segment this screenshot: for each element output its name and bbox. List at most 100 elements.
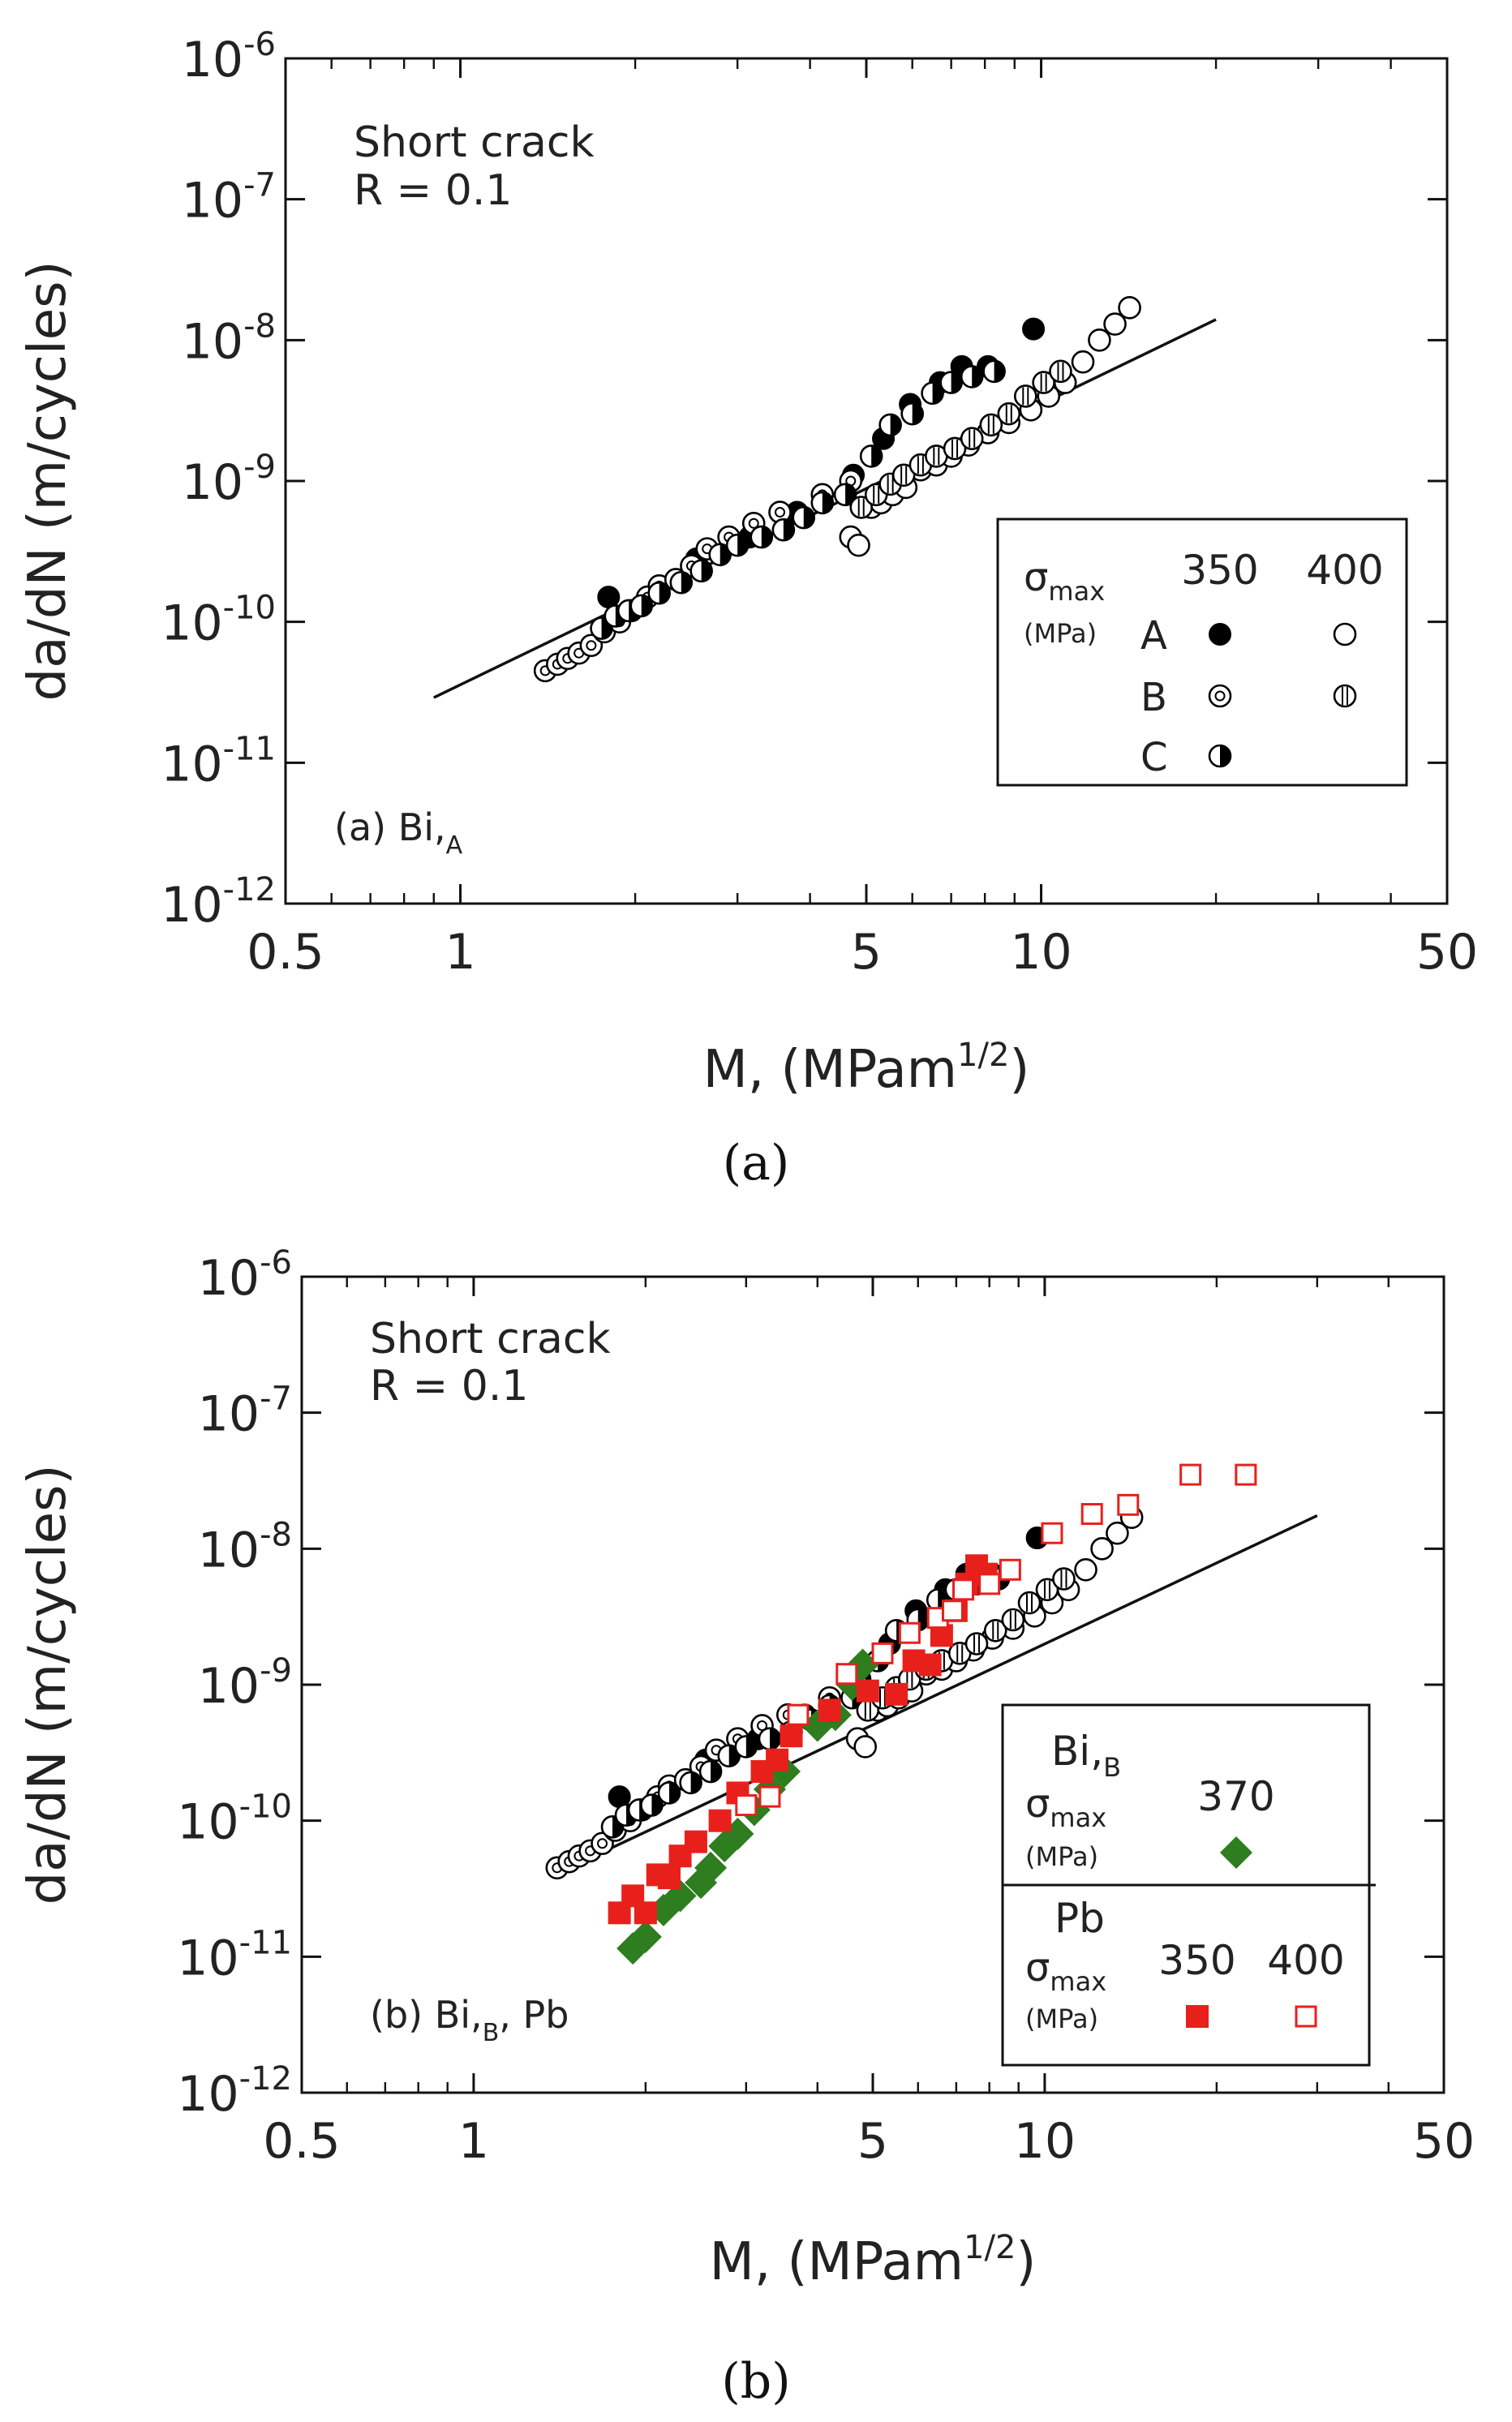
- legend-group1-sigma: σmax: [1025, 1781, 1106, 1833]
- data-point: [597, 586, 621, 609]
- legend-unit-a: (MPa): [1024, 618, 1097, 649]
- x-tick-label: 1: [445, 924, 475, 981]
- data-point: [1179, 1463, 1202, 1486]
- x-tick-label: 50: [1413, 2113, 1475, 2170]
- data-point: [997, 402, 1021, 426]
- data-point: [859, 444, 883, 468]
- y-tick-label: 10-9: [198, 1652, 292, 1715]
- data-point: [684, 1830, 707, 1853]
- chart-panel-a: 0.5 1 5 10 50 10-12 10-11 10-10 10-9 10-8 10-7 10-6…: [18, 26, 1478, 1100]
- data-point: [999, 1558, 1021, 1581]
- data-point: [960, 427, 984, 451]
- data-point: [943, 436, 967, 461]
- legend-group1-header: 370: [1197, 1773, 1274, 1820]
- data-point: [951, 1578, 974, 1601]
- data-point: [1090, 1537, 1114, 1561]
- data-point: [921, 381, 944, 406]
- legend-row-c-label: C: [1140, 735, 1168, 780]
- panel-caption-b: (b): [721, 2353, 790, 2410]
- data-point: [941, 1600, 964, 1622]
- y-tick-label: 10-10: [161, 590, 276, 652]
- data-point: [960, 365, 984, 389]
- y-axis-label-b: da/dN (m/cycles): [18, 1465, 78, 1905]
- legend-group1-unit: (MPa): [1025, 1841, 1098, 1872]
- data-point: [1035, 1578, 1059, 1602]
- legend-marker-pb350: [1186, 2005, 1209, 2028]
- data-point: [750, 525, 774, 549]
- data-point: [629, 1920, 662, 1953]
- data-point: [734, 1735, 758, 1759]
- data-point: [647, 581, 672, 605]
- data-point: [1103, 312, 1127, 336]
- x-tick-label: 0.5: [263, 2113, 340, 2170]
- data-point: [694, 1851, 728, 1884]
- data-point: [771, 517, 796, 542]
- data-point: [629, 594, 654, 618]
- panel-label-a: (a) Bi,A: [334, 805, 463, 860]
- data-point: [657, 1866, 681, 1890]
- data-point: [766, 1748, 789, 1771]
- data-point: [1118, 296, 1141, 320]
- x-tick-label: 50: [1416, 924, 1478, 981]
- data-point: [878, 413, 902, 437]
- y-tick-label: 10-12: [177, 2060, 292, 2123]
- data-point: [1117, 1493, 1140, 1516]
- legend-box-a: [996, 517, 1408, 787]
- data-point: [708, 543, 732, 567]
- data-point: [657, 1781, 681, 1805]
- data-point: [885, 1682, 908, 1706]
- data-point: [735, 1794, 758, 1817]
- legend-group2-header-350: 350: [1158, 1937, 1235, 1984]
- x-tick-label: 1: [458, 2113, 489, 2170]
- data-point: [1022, 317, 1046, 341]
- legend-group2-sigma: σmax: [1025, 1945, 1106, 1997]
- data-point: [871, 1642, 894, 1664]
- x-tick-label: 0.5: [247, 924, 324, 981]
- legend-sigma-a: σmax: [1024, 555, 1105, 607]
- data-point: [689, 559, 713, 583]
- data-point: [978, 1573, 1001, 1595]
- legend-marker-c350: [1208, 744, 1232, 768]
- x-tick-label: 5: [857, 2113, 888, 2170]
- legend-group2-header-400: 400: [1267, 1937, 1344, 1984]
- data-point: [758, 1785, 781, 1808]
- y-tick-label: 10-10: [177, 1789, 292, 1851]
- panel-label-b: (b) Bi,B, Pb: [370, 1993, 569, 2047]
- annotation-r-ratio-a: R = 0.1: [354, 166, 512, 215]
- data-point: [1235, 1463, 1257, 1486]
- data-point: [1071, 350, 1095, 374]
- data-point: [856, 1698, 880, 1722]
- data-point: [810, 491, 835, 515]
- annotation-r-ratio-b: R = 0.1: [370, 1362, 528, 1411]
- legend-marker-a400: [1333, 622, 1357, 646]
- data-point: [847, 533, 870, 557]
- legend-header-400-a: 400: [1306, 547, 1383, 594]
- y-tick-label: 10-11: [177, 1924, 292, 1986]
- legend-marker-b350: [1208, 684, 1232, 708]
- x-axis-label-a: M, (MPam1/2): [703, 1037, 1030, 1100]
- fit-line: [604, 1514, 1318, 1853]
- data-point: [898, 1621, 921, 1644]
- data-point: [698, 1759, 723, 1784]
- x-axis-label-b: M, (MPam1/2): [710, 2229, 1037, 2292]
- data-point: [634, 1901, 657, 1925]
- chart-panel-b: 0.5 1 5 10 50 10-12 10-11 10-10 10-9 10-8 10-7 10-6…: [18, 1244, 1475, 2292]
- y-axis-label-a: da/dN (m/cycles): [18, 261, 78, 702]
- legend-marker-a350: [1209, 623, 1231, 646]
- legend-marker-bi370: [1220, 1836, 1252, 1869]
- annotation-short-crack-b: Short crack: [370, 1315, 611, 1363]
- y-tick-label: 10-12: [161, 871, 276, 934]
- data-point: [1001, 1608, 1025, 1632]
- data-point: [939, 371, 963, 394]
- data-point: [1013, 384, 1037, 408]
- y-tick-label: 10-6: [198, 1244, 292, 1307]
- data-point: [835, 1663, 858, 1686]
- data-point: [801, 1709, 834, 1742]
- data-point: [1106, 1521, 1129, 1545]
- legend-b: Bi,B σmax 370 (MPa) Pb σmax 350 400 (MPa…: [1001, 1703, 1376, 2067]
- data-point: [818, 1698, 841, 1722]
- data-point: [640, 1793, 664, 1817]
- data-point: [1017, 1591, 1042, 1615]
- legend-row-b-label: B: [1140, 675, 1167, 720]
